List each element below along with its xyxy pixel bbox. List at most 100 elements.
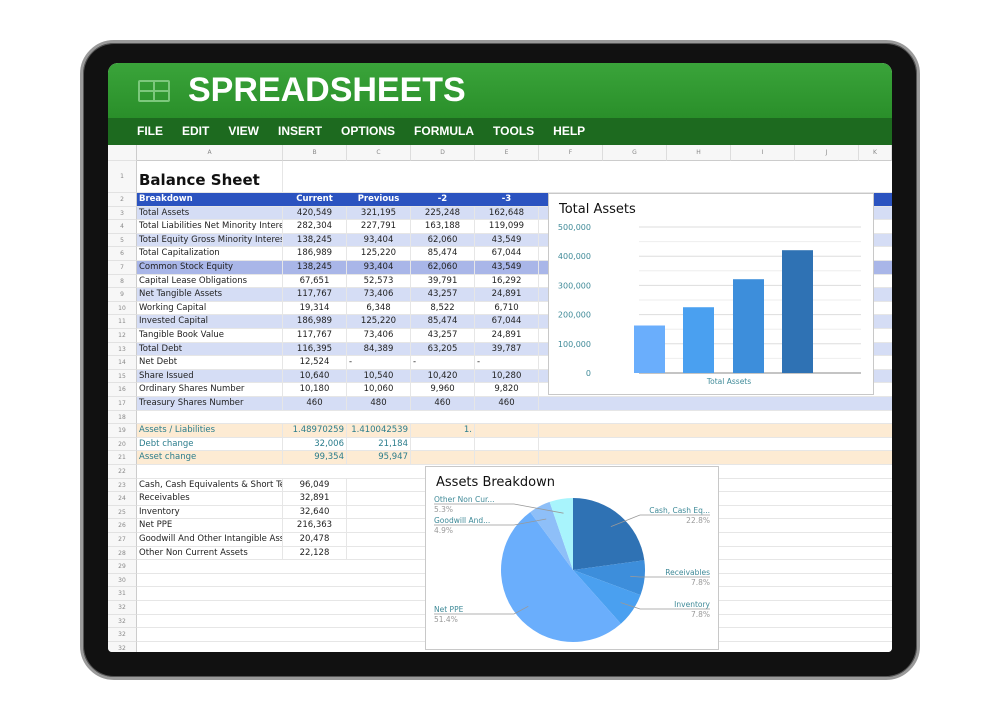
label-cell[interactable]: Treasury Shares Number bbox=[137, 397, 283, 410]
value-cell[interactable]: 227,791 bbox=[347, 220, 411, 233]
row-header[interactable]: 10 bbox=[108, 301, 137, 316]
value-cell[interactable]: 116,395 bbox=[283, 342, 347, 356]
label-cell[interactable]: Net PPE bbox=[137, 519, 283, 532]
value-cell[interactable]: 460 bbox=[475, 397, 539, 410]
value-cell[interactable]: 52,573 bbox=[347, 274, 411, 288]
value-cell[interactable] bbox=[411, 437, 475, 451]
value-cell[interactable]: 73,406 bbox=[347, 288, 411, 301]
value-cell[interactable]: 39,787 bbox=[475, 342, 539, 356]
row-header[interactable]: 14 bbox=[108, 356, 137, 370]
label-cell[interactable]: Total Capitalization bbox=[137, 247, 283, 260]
value-cell[interactable] bbox=[475, 451, 539, 464]
total-assets-chart[interactable]: Total Assets 0 100,000 200,000 300,000 400,0… bbox=[548, 193, 874, 395]
value-cell[interactable]: 32,640 bbox=[283, 505, 347, 519]
value-cell[interactable]: 96,049 bbox=[283, 478, 347, 492]
value-cell[interactable]: 84,389 bbox=[347, 342, 411, 356]
row-header[interactable]: 32 bbox=[108, 641, 137, 652]
column-header-H[interactable]: H bbox=[667, 145, 731, 161]
row-header[interactable]: 32 bbox=[108, 614, 137, 629]
bar-Current[interactable] bbox=[782, 250, 813, 373]
label-cell[interactable]: Total Assets bbox=[137, 206, 283, 220]
column-header-C[interactable]: C bbox=[347, 145, 411, 161]
value-cell[interactable] bbox=[475, 437, 539, 451]
value-cell[interactable]: 62,060 bbox=[411, 233, 475, 247]
assets-breakdown-chart[interactable]: Assets Breakdown Cash, Cash Eq... 22.8% Re… bbox=[425, 466, 719, 650]
row-header[interactable]: 18 bbox=[108, 410, 137, 425]
value-cell[interactable]: 10,280 bbox=[475, 369, 539, 383]
row-header[interactable]: 12 bbox=[108, 329, 137, 343]
value-cell[interactable]: 63,205 bbox=[411, 342, 475, 356]
row-header[interactable]: 16 bbox=[108, 383, 137, 397]
row-header[interactable]: 24 bbox=[108, 492, 137, 506]
row-header[interactable]: 26 bbox=[108, 519, 137, 533]
value-cell[interactable]: 8,522 bbox=[411, 301, 475, 315]
bar--2[interactable] bbox=[683, 307, 714, 373]
value-cell[interactable]: 1.410042539 bbox=[347, 424, 411, 437]
label-cell[interactable]: Capital Lease Obligations bbox=[137, 274, 283, 288]
value-cell[interactable]: 19,314 bbox=[283, 301, 347, 315]
value-cell[interactable]: - bbox=[347, 356, 411, 369]
label-cell[interactable]: Cash, Cash Equivalents & Short Term Inve… bbox=[137, 478, 283, 492]
row-header[interactable]: 4 bbox=[108, 220, 137, 234]
row-header[interactable]: 7 bbox=[108, 261, 137, 275]
value-cell[interactable]: 119,099 bbox=[475, 220, 539, 233]
column-header-F[interactable]: F bbox=[539, 145, 603, 161]
bar--3[interactable] bbox=[634, 325, 665, 373]
value-cell[interactable]: 162,648 bbox=[475, 206, 539, 220]
menu-formula[interactable]: FORMULA bbox=[414, 124, 475, 138]
value-cell[interactable]: 85,474 bbox=[411, 247, 475, 260]
pie-slice[interactable] bbox=[573, 570, 641, 624]
pie-slice[interactable] bbox=[549, 498, 573, 570]
label-cell[interactable]: Net Tangible Assets bbox=[137, 288, 283, 301]
row-header[interactable]: 8 bbox=[108, 274, 137, 289]
value-cell[interactable]: 321,195 bbox=[347, 206, 411, 220]
value-cell[interactable]: 62,060 bbox=[411, 261, 475, 274]
label-cell[interactable]: Ordinary Shares Number bbox=[137, 383, 283, 396]
value-cell[interactable]: 99,354 bbox=[283, 451, 347, 464]
label-cell[interactable]: Invested Capital bbox=[137, 315, 283, 328]
row-header[interactable]: 28 bbox=[108, 546, 137, 561]
value-cell[interactable]: 43,549 bbox=[475, 233, 539, 247]
value-cell[interactable]: 1.48970259 bbox=[283, 424, 347, 437]
value-cell[interactable]: 93,404 bbox=[347, 233, 411, 247]
row-header[interactable]: 13 bbox=[108, 342, 137, 357]
label-cell[interactable]: Total Equity Gross Minority Interest bbox=[139, 233, 283, 247]
value-cell[interactable]: 39,791 bbox=[411, 274, 475, 288]
value-cell[interactable]: 67,044 bbox=[475, 247, 539, 260]
value-cell[interactable]: 10,420 bbox=[411, 369, 475, 383]
value-cell[interactable]: 22,128 bbox=[283, 546, 347, 560]
value-cell[interactable]: 32,891 bbox=[283, 492, 347, 505]
row-header[interactable]: 27 bbox=[108, 533, 137, 547]
value-cell[interactable]: 95,947 bbox=[347, 451, 411, 464]
pie-slice[interactable] bbox=[530, 501, 573, 570]
value-cell[interactable]: - bbox=[475, 356, 539, 369]
value-cell[interactable]: 282,304 bbox=[283, 220, 347, 233]
label-cell[interactable]: Total Liabilities Net Minority Interest bbox=[139, 220, 283, 233]
value-cell[interactable]: 138,245 bbox=[283, 233, 347, 247]
value-cell[interactable]: 125,220 bbox=[347, 247, 411, 260]
value-cell[interactable]: 24,891 bbox=[475, 288, 539, 301]
value-cell[interactable]: 24,891 bbox=[475, 329, 539, 342]
menu-options[interactable]: OPTIONS bbox=[341, 124, 396, 138]
value-cell[interactable]: 6,348 bbox=[347, 301, 411, 315]
value-cell[interactable]: 117,767 bbox=[283, 329, 347, 342]
value-cell[interactable]: 186,989 bbox=[283, 247, 347, 260]
value-cell[interactable]: 216,363 bbox=[283, 519, 347, 532]
row-header[interactable]: 23 bbox=[108, 478, 137, 493]
value-cell[interactable]: 10,540 bbox=[347, 369, 411, 383]
label-cell[interactable]: Receivables bbox=[137, 492, 283, 505]
value-cell[interactable]: 9,960 bbox=[411, 383, 475, 396]
value-cell[interactable]: 73,406 bbox=[347, 329, 411, 342]
value-cell[interactable]: 9,820 bbox=[475, 383, 539, 396]
row-header[interactable]: 21 bbox=[108, 451, 137, 465]
value-cell[interactable]: 10,180 bbox=[283, 383, 347, 396]
value-cell[interactable]: 67,044 bbox=[475, 315, 539, 328]
menu-help[interactable]: HELP bbox=[553, 124, 586, 138]
pie-slice[interactable] bbox=[573, 498, 645, 570]
value-cell[interactable]: 6,710 bbox=[475, 301, 539, 315]
label-cell[interactable]: Share Issued bbox=[137, 369, 283, 383]
menu-view[interactable]: VIEW bbox=[228, 124, 260, 138]
column-header-G[interactable]: G bbox=[603, 145, 667, 161]
label-cell[interactable]: Other Non Current Assets bbox=[137, 546, 283, 560]
column-header-B[interactable]: B bbox=[283, 145, 347, 161]
